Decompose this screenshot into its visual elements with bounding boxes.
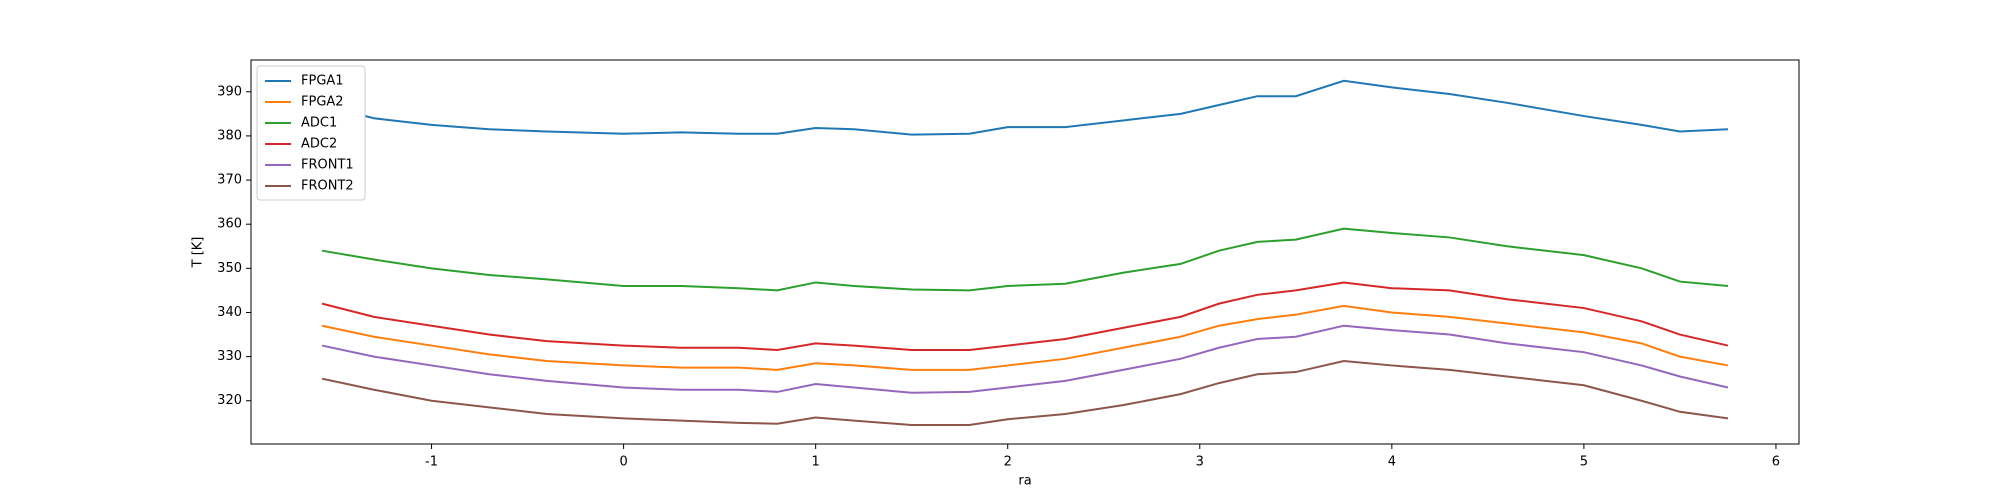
x-tick-label: 5 bbox=[1580, 455, 1588, 470]
y-tick-label: 350 bbox=[217, 261, 242, 276]
y-tick-label: 340 bbox=[217, 305, 242, 320]
line-series bbox=[321, 304, 1729, 371]
legend-label: ADC1 bbox=[301, 116, 337, 131]
legend-label: FRONT1 bbox=[301, 158, 354, 173]
line-series bbox=[321, 227, 1729, 292]
x-tick-label: 4 bbox=[1388, 455, 1396, 470]
x-tick-label: 3 bbox=[1196, 455, 1204, 470]
y-tick-label: 330 bbox=[217, 349, 242, 364]
y-tick-label: 370 bbox=[217, 173, 242, 188]
y-tick-label: 320 bbox=[217, 393, 242, 408]
x-tick-label: 0 bbox=[619, 455, 627, 470]
line-series bbox=[321, 79, 1728, 136]
plot-frame bbox=[250, 59, 1800, 445]
x-tick-label: 2 bbox=[1004, 455, 1012, 470]
legend-label: FPGA2 bbox=[301, 95, 344, 110]
y-tick-label: 390 bbox=[217, 84, 242, 99]
y-axis-label: T [K] bbox=[191, 237, 206, 269]
x-tick-label: 6 bbox=[1772, 455, 1780, 470]
x-tick-label: 1 bbox=[812, 455, 820, 470]
line-series bbox=[321, 360, 1729, 427]
legend-label: ADC2 bbox=[301, 137, 337, 152]
legend-label: FPGA1 bbox=[301, 74, 344, 89]
line-series bbox=[321, 324, 1729, 394]
legend-label: FRONT2 bbox=[301, 179, 354, 194]
line-series bbox=[321, 281, 1729, 351]
legend-box bbox=[256, 65, 366, 201]
x-tick-label: -1 bbox=[425, 455, 438, 470]
x-axis-label: ra bbox=[1018, 474, 1031, 489]
y-tick-label: 380 bbox=[217, 128, 242, 143]
y-tick-label: 360 bbox=[217, 217, 242, 232]
